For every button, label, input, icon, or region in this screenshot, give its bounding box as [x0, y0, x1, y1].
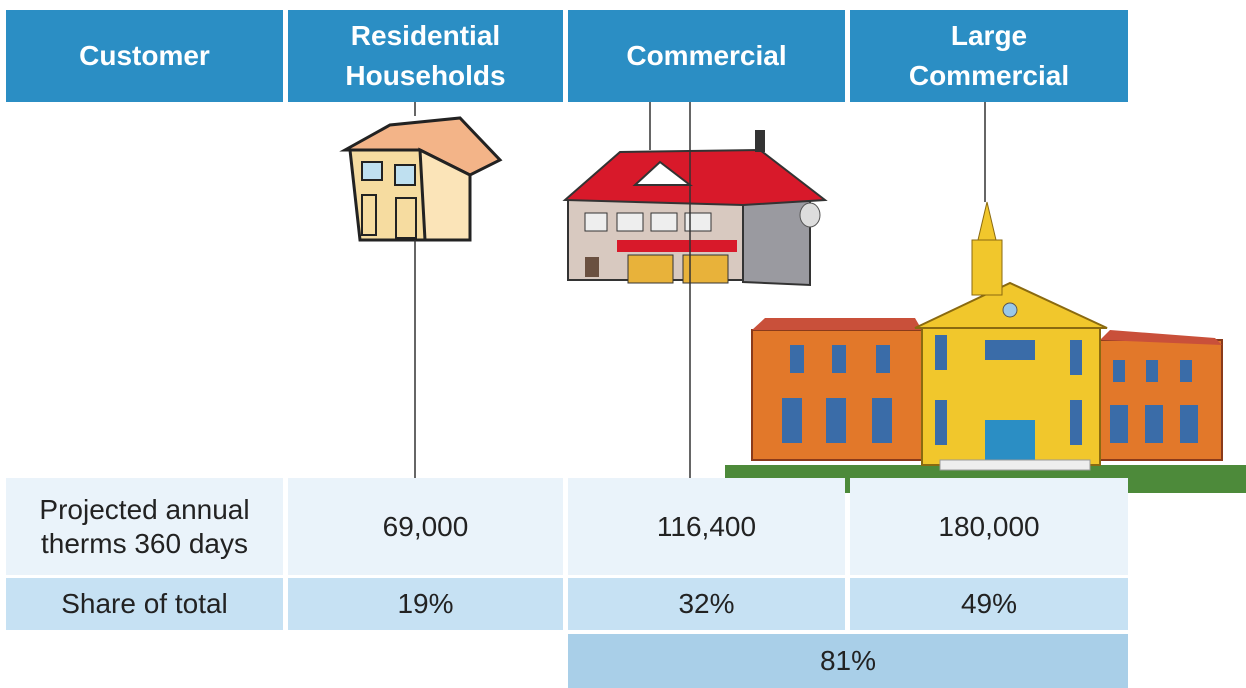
cell-text: Customer [79, 40, 210, 71]
cell-text: 49% [960, 588, 1018, 619]
cell-text: 116,400 [656, 510, 757, 542]
cell-text: Projected annual [39, 493, 250, 525]
cell-text: 32% [678, 588, 735, 619]
value-cell: 32% [568, 578, 845, 630]
row-label: Projected annual therms 360 days [6, 478, 283, 575]
cell-text: therms 360 days [41, 527, 248, 559]
cell-text: Commercial [908, 60, 1070, 91]
header-cell: Residential Households [288, 10, 563, 102]
cell-text: 69,000 [382, 510, 469, 542]
combined-cell: 81% [568, 634, 1128, 688]
cell-text: 81% [819, 645, 877, 676]
cell-text: Households [345, 60, 506, 91]
cell-text: 180,000 [938, 510, 1040, 542]
value-cell: 69,000 [288, 478, 563, 575]
header-cell: Commercial [568, 10, 845, 102]
row-label: Share of total [6, 578, 283, 630]
value-cell: 19% [288, 578, 563, 630]
cell-text: 19% [397, 588, 454, 619]
cell-text: Residential [350, 20, 501, 51]
header-cell: Customer [6, 10, 283, 102]
house-icon [339, 116, 503, 242]
commercial-icon [562, 130, 828, 287]
pointer-lines [412, 55, 998, 525]
cell-text: Commercial [626, 40, 787, 71]
header-cell: Large Commercial [850, 10, 1128, 102]
cell-text: Share of total [61, 588, 228, 619]
value-cell: 49% [850, 578, 1128, 630]
value-cell: 180,000 [850, 478, 1128, 575]
value-cell: 116,400 [568, 478, 845, 575]
cell-text: Large [950, 20, 1028, 51]
